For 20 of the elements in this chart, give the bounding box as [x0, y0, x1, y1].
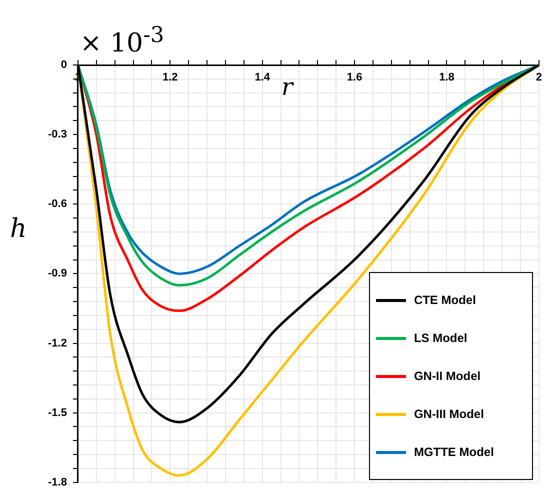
- legend-label: LS Model: [414, 331, 468, 346]
- y-tick-label: -0.3: [48, 128, 67, 141]
- x-tick-label: 1.8: [439, 72, 454, 84]
- y-tick-label: -1.8: [48, 476, 67, 488]
- x-tick-label: 2: [536, 72, 542, 84]
- legend-label: MGTTE Model: [414, 445, 494, 460]
- y-axis-title: h: [10, 214, 27, 244]
- x-axis-title: r: [281, 73, 293, 101]
- text: × 10$^{-3}$: [80, 23, 164, 59]
- y-tick-label: -1.5: [48, 406, 67, 419]
- x-tick-label: 1.4: [254, 72, 271, 84]
- y-tick-label: -1.2: [48, 337, 67, 350]
- legend-label: GN-III Model: [414, 407, 484, 422]
- x-tick-label: 1.6: [346, 72, 362, 84]
- legend-label: CTE Model: [414, 293, 476, 308]
- y-tick-label: -0.6: [48, 198, 67, 210]
- y-tick-label: -0.9: [48, 268, 67, 280]
- y-tick-label: 0: [60, 59, 67, 72]
- x-tick-label: 1.2: [162, 72, 178, 84]
- legend-label: GN-II Model: [414, 369, 481, 384]
